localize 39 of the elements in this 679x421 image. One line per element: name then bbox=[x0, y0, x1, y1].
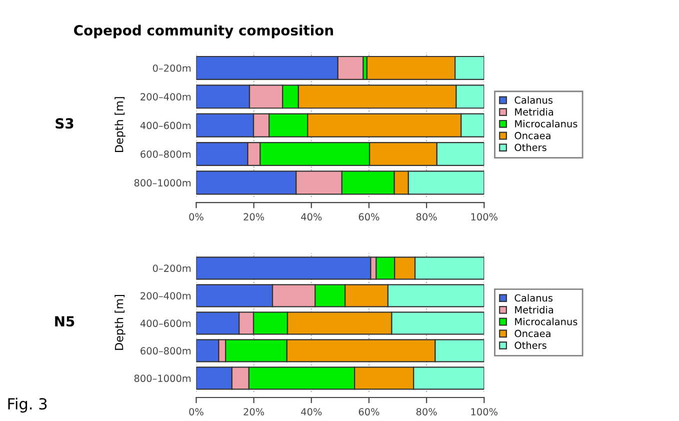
x-tick-label: 100% bbox=[471, 408, 498, 416]
x-tick-label: 20% bbox=[244, 408, 264, 416]
y-tick-label: 400–600m bbox=[140, 320, 191, 328]
legend-label: Calanus bbox=[514, 294, 553, 302]
x-tick-label: 100% bbox=[471, 213, 498, 221]
text: S3 bbox=[56, 118, 74, 129]
y-tick-label: 0–200m bbox=[152, 64, 191, 72]
caption: Fig. 3 bbox=[8, 398, 47, 413]
y-tick-label: 0–200m bbox=[152, 264, 191, 272]
legend-label: Oncaea bbox=[514, 330, 550, 338]
y-axis-title: Depth [m] bbox=[114, 295, 126, 350]
legend-label: Oncaea bbox=[514, 132, 550, 140]
x-tick-label: 20% bbox=[244, 213, 264, 221]
y-axis-title: Depth [m] bbox=[114, 97, 126, 152]
y-tick-label: 600–800m bbox=[140, 150, 191, 158]
x-tick-label: 40% bbox=[301, 213, 322, 221]
bar bbox=[196, 256, 372, 280]
legend-label: Others bbox=[514, 341, 546, 349]
x-tick-label: 40% bbox=[301, 408, 322, 416]
legend-label: Others bbox=[514, 144, 546, 152]
legend-label: Metridia bbox=[515, 108, 554, 116]
y-tick-label: 400–600m bbox=[140, 122, 191, 130]
x-tick-label: 0% bbox=[189, 408, 204, 416]
y-tick-label: 800–1000m bbox=[134, 374, 191, 382]
y-tick-label: 200–400m bbox=[140, 93, 191, 100]
legend-label: Microcalanus bbox=[515, 318, 578, 326]
chart-title: Copepod community composition bbox=[74, 24, 333, 38]
text: N5 bbox=[55, 316, 74, 327]
x-tick-label: 0% bbox=[189, 213, 204, 221]
y-tick-label: 800–1000m bbox=[134, 179, 191, 187]
legend-label: Metridia bbox=[515, 306, 554, 314]
x-tick-label: 80% bbox=[416, 213, 437, 221]
y-tick-label: 200–400m bbox=[140, 292, 191, 300]
x-tick-label: 60% bbox=[358, 408, 380, 416]
y-tick-label: 600–800m bbox=[140, 347, 191, 355]
x-tick-label: 80% bbox=[416, 408, 437, 416]
x-tick-label: 60% bbox=[358, 213, 380, 221]
legend-label: Calanus bbox=[514, 96, 553, 104]
legend-label: Microcalanus bbox=[515, 120, 578, 128]
